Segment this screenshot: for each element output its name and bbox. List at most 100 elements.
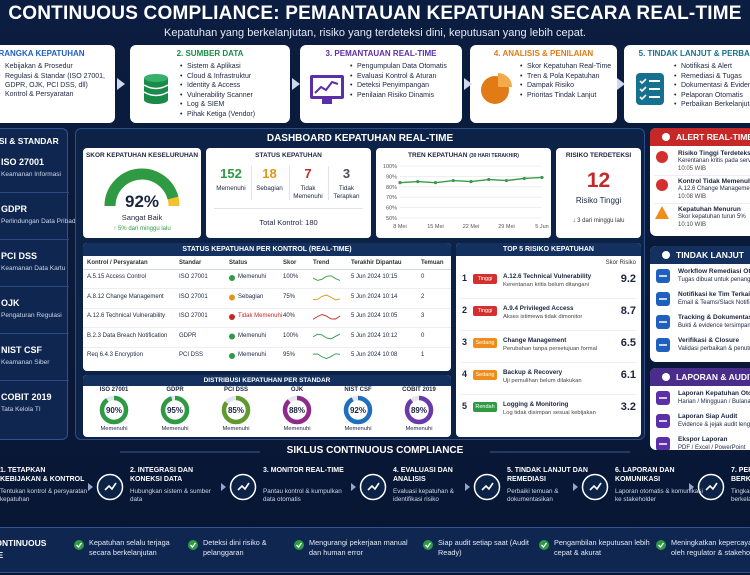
- trend-subtitle: (30 HARI TERAKHIR): [469, 153, 519, 159]
- separator: [460, 298, 637, 299]
- trend-title: TREN KEPATUHAN: [408, 152, 470, 159]
- score-value: 92%: [124, 192, 160, 211]
- risk-change: ↓ 3 dari minggu lalu: [572, 218, 625, 224]
- check-mark: [190, 542, 197, 548]
- panel: STATUS KEPATUHAN 152 Memenuhi 18 Sebagian 7 Ti…: [206, 148, 371, 238]
- item-title: Ekspor Laporan: [678, 436, 728, 443]
- table-cell: A.8.12 Change Management: [87, 293, 164, 300]
- panel-title: STATUS KEPATUHAN: [255, 152, 322, 159]
- cycle-step-title: 1. TETAPKAN KEBIJAKAN & KONTROL: [0, 467, 85, 483]
- risk-rank: 5: [462, 401, 468, 411]
- table-cell: Tidak Memenuhi: [238, 313, 283, 319]
- alert-time: 10:08 WIB: [678, 194, 707, 200]
- table-cell: 3: [421, 313, 425, 319]
- sparklines: [229, 275, 341, 359]
- trend-point: [522, 176, 526, 181]
- gauge: [104, 168, 180, 207]
- column-header: Standar: [179, 260, 202, 266]
- risk-count: 12: [586, 169, 611, 192]
- cycle-step-title: 7. PERBAIKAN BERKELANJUTAN: [731, 467, 750, 483]
- step-card: 1. KERANGKA KEPATUHAN Kebijakan & Prosedu…: [0, 45, 115, 123]
- panel: SKOR KEPATUHAN KESELURUHAN 92% Sangat Baik…: [83, 148, 201, 238]
- item-desc: Email & Teams/Slack Notifikasi: [678, 300, 750, 306]
- trend-chart: 50% 60% 70% 80% 90% 100% 8 Mei 15 Mei 22 Mei 29 M…: [383, 164, 549, 230]
- trend-point: [416, 180, 420, 184]
- status-count: 18: [262, 166, 277, 181]
- item-icon: [656, 437, 670, 450]
- y-tick-label: 100%: [383, 164, 397, 170]
- benefit-text: Deteksi dini risiko & pelanggaran: [203, 538, 267, 557]
- cycle-icon-glyph: [705, 482, 718, 491]
- step-item: Sistem & Aplikasi: [180, 62, 286, 71]
- step-item: Pihak Ketiga (Vendor): [180, 110, 286, 119]
- step-title: 1. KERANGKA KEPATUHAN: [0, 49, 85, 58]
- side-panel: LAPORAN & AUDIT Laporan Kepatuhan Otomati…: [650, 368, 750, 450]
- separator: [289, 166, 290, 200]
- benefit-text: Siap audit setiap saat (Audit Ready): [438, 538, 529, 557]
- cycle-icon-glyph: [237, 482, 250, 491]
- donut-value: 90%: [106, 406, 122, 415]
- panel: RISIKO TERDETEKSI 12 Risiko Tinggi ↓ 3 dari…: [556, 148, 641, 238]
- donut-name: OJK: [290, 387, 304, 393]
- item-title: Workflow Remediasi Otomatis: [678, 268, 750, 275]
- trend-point: [504, 178, 509, 183]
- benefit-text: Mengurangi pekerjaan manual dan human er…: [309, 538, 408, 557]
- donut-value: 89%: [411, 406, 427, 415]
- donut-arc: [404, 395, 434, 425]
- step-item: Identity & Access: [180, 81, 286, 90]
- alert-title: Kontrol Tidak Memenuhi: [678, 178, 750, 185]
- donut-arc: [221, 395, 251, 425]
- table-cell: 95%: [283, 352, 296, 358]
- cycle-step-desc: Tingkatkan proses secara berkelanjutan: [731, 488, 750, 503]
- column-header: Status: [229, 260, 248, 266]
- step-item: Kebijakan & Prosedur: [0, 62, 111, 71]
- arrow: [617, 78, 625, 90]
- donut-name: GDPR: [166, 387, 184, 393]
- table-cell: 2: [421, 293, 425, 300]
- benefit-text: Meningkatkan kepercayaan oleh regulator …: [671, 538, 750, 557]
- risk-rank: 4: [462, 369, 468, 379]
- table-cell: 5 Jun 2024 10:15: [351, 274, 398, 280]
- sparkline: [312, 333, 341, 340]
- standard-name: GDPR: [1, 204, 28, 214]
- step-title: 2. SUMBER DATA: [176, 49, 244, 58]
- check-icon: [539, 540, 549, 550]
- icon-stand: [322, 99, 332, 104]
- donut-name: PCI DSS: [223, 387, 248, 393]
- donut-status: Memenuhi: [161, 426, 189, 432]
- icon-wedge: [498, 73, 512, 87]
- arrow: [292, 78, 300, 90]
- risk-score: 6.1: [620, 369, 636, 381]
- standard-name: OJK: [1, 298, 20, 308]
- benefits-bar: MANFAAT CONTINUOUS COMPLIANCE Kepatuhan s…: [0, 527, 750, 573]
- step-card: 4. ANALISIS & PENILAIAN Skor Kepatuhan Re…: [470, 45, 617, 123]
- donut-status: Memenuhi: [100, 426, 128, 432]
- column-header: Skor: [283, 260, 297, 266]
- step-item: Evaluasi Kontrol & Aturan: [350, 72, 458, 81]
- table-cell: 5 Jun 2024 10:08: [351, 352, 398, 358]
- cycle-icon-glyph: [589, 482, 602, 491]
- table-cell: 100%: [283, 332, 299, 339]
- icon-check: [639, 86, 647, 93]
- donut-arc: [282, 395, 312, 425]
- trend-point: [487, 177, 491, 182]
- check-mark: [541, 542, 548, 548]
- item-desc: Harian / Mingguan / Bulanan: [678, 399, 750, 405]
- table-cell: 1: [421, 352, 425, 358]
- separator: [460, 330, 637, 331]
- sparkline: [312, 275, 341, 281]
- cycle-arrow: [689, 483, 694, 491]
- status-label: Tidak Memenuhi: [293, 185, 323, 200]
- item-desc: Evidence & jejak audit lengkap: [678, 422, 750, 428]
- header-icon: [662, 373, 670, 381]
- step-item: Kontrol & Persyaratan: [0, 90, 111, 99]
- cycle-arrow: [351, 483, 356, 491]
- risk-score: 6.5: [620, 337, 636, 349]
- step-icon: [143, 74, 169, 104]
- cycle-step-title: 6. LAPORAN DAN KOMUNIKASI: [615, 467, 675, 483]
- standard-desc: Perlindungan Data Pribadi: [1, 218, 77, 225]
- donut-arc: [343, 395, 373, 425]
- panel-header: TOP 5 RISIKO KEPATUHAN: [456, 243, 641, 256]
- panel-title: TREN KEPATUHAN (30 HARI TERAKHIR): [376, 152, 551, 160]
- check-mark: [658, 542, 665, 548]
